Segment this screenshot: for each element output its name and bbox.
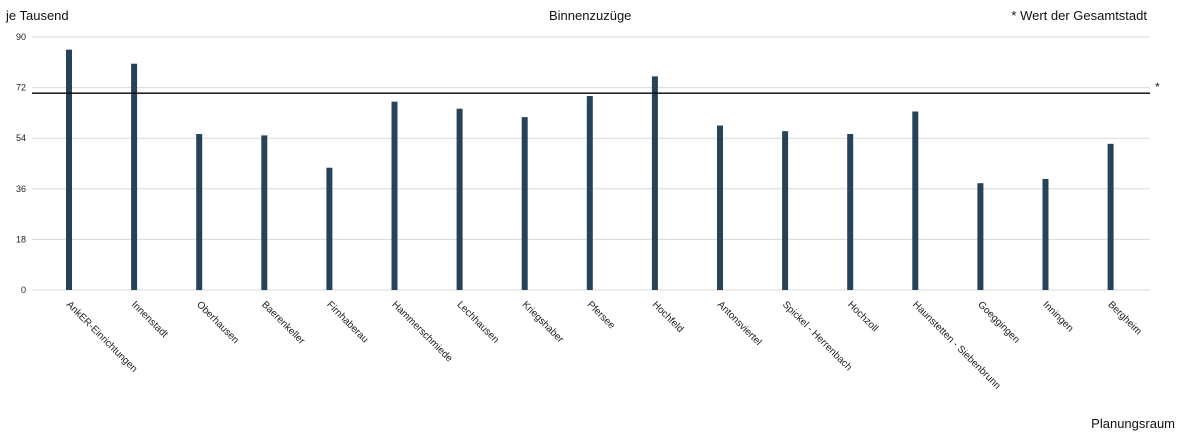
bar bbox=[1107, 143, 1114, 290]
reference-marker: * bbox=[1155, 80, 1160, 94]
reference-line-group: * bbox=[32, 80, 1160, 94]
bar bbox=[66, 49, 72, 291]
bar bbox=[977, 183, 984, 290]
bars bbox=[66, 49, 1114, 291]
bar bbox=[912, 111, 919, 290]
y-axis-label: je Tausend bbox=[6, 8, 69, 23]
bar bbox=[326, 167, 333, 290]
y-tick-label: 72 bbox=[16, 83, 26, 93]
chart-title: Binnenzuzüge bbox=[549, 8, 632, 23]
x-tick-label: Firnhaberau bbox=[324, 299, 370, 345]
x-tick-label: Lechhausen bbox=[454, 299, 500, 345]
y-tick-label: 54 bbox=[16, 133, 26, 143]
bar bbox=[782, 131, 789, 290]
y-tick-label: 36 bbox=[16, 184, 26, 194]
x-tick-label: Hochzoll bbox=[845, 299, 880, 334]
x-tick-label: Oberhausen bbox=[194, 299, 241, 346]
bar bbox=[196, 133, 203, 290]
y-tick-label: 18 bbox=[16, 234, 26, 244]
x-tick-label: Inningen bbox=[1040, 299, 1075, 334]
x-tick-label: Innenstadt bbox=[129, 299, 170, 340]
x-tick-label: Spickel - Herrenbach bbox=[780, 299, 854, 373]
x-tick-label: Hochfeld bbox=[650, 299, 686, 335]
bar bbox=[1042, 178, 1049, 290]
x-tick-label: Hammerschmiede bbox=[389, 299, 454, 364]
bar bbox=[651, 76, 658, 290]
x-tick-label: Pfersee bbox=[585, 299, 617, 331]
y-tick-label: 90 bbox=[16, 32, 26, 42]
x-tick-label: Antonsviertel bbox=[715, 299, 764, 348]
x-tick-label: Baerenkeller bbox=[259, 299, 307, 347]
bar bbox=[586, 96, 593, 291]
y-tick-labels: 0 18 36 54 72 90 bbox=[16, 32, 26, 295]
x-axis-label: Planungsraum bbox=[1091, 416, 1175, 431]
bar bbox=[521, 117, 528, 290]
bar bbox=[847, 133, 854, 290]
x-tick-label: Goeggingen bbox=[975, 299, 1021, 345]
y-tick-label: 0 bbox=[21, 285, 26, 295]
bar bbox=[456, 108, 463, 290]
bar bbox=[261, 135, 268, 290]
x-tick-label: AnkER-Einrichtungen bbox=[64, 299, 139, 374]
x-tick-label: Bergheim bbox=[1105, 299, 1143, 337]
bar bbox=[391, 101, 398, 291]
bar bbox=[131, 63, 138, 291]
bar bbox=[717, 125, 723, 290]
x-tick-label: Kriegshaber bbox=[520, 299, 566, 345]
reference-note: * Wert der Gesamtstadt bbox=[1011, 8, 1147, 23]
